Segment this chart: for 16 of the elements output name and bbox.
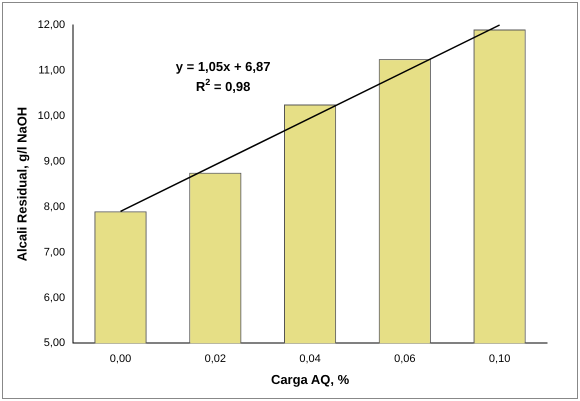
- y-tick-label: 9,00: [44, 155, 66, 168]
- annotation: y = 1,05x + 6,87: [176, 59, 270, 74]
- x-axis-title: Carga AQ, %: [270, 372, 350, 387]
- y-tick-label: 11,00: [38, 64, 66, 76]
- x-tick-label: 0,02: [204, 352, 226, 365]
- y-tick-label: 6,00: [44, 292, 66, 304]
- x-tick-label: 0,00: [110, 352, 132, 365]
- y-tick-label: 10,00: [38, 110, 66, 122]
- y-tick-label: 7,00: [44, 246, 66, 258]
- y-tick-label: 12,00: [38, 19, 66, 32]
- y-axis-title: Alcali Residual, g/l NaOH: [14, 106, 30, 262]
- x-tick-label: 0,10: [488, 352, 510, 365]
- x-tick-label: 0,06: [394, 352, 416, 365]
- y-tick-label: 8,00: [44, 200, 66, 213]
- x-tick-label: 0,04: [299, 352, 321, 365]
- y-tick-label: 5,00: [44, 337, 66, 350]
